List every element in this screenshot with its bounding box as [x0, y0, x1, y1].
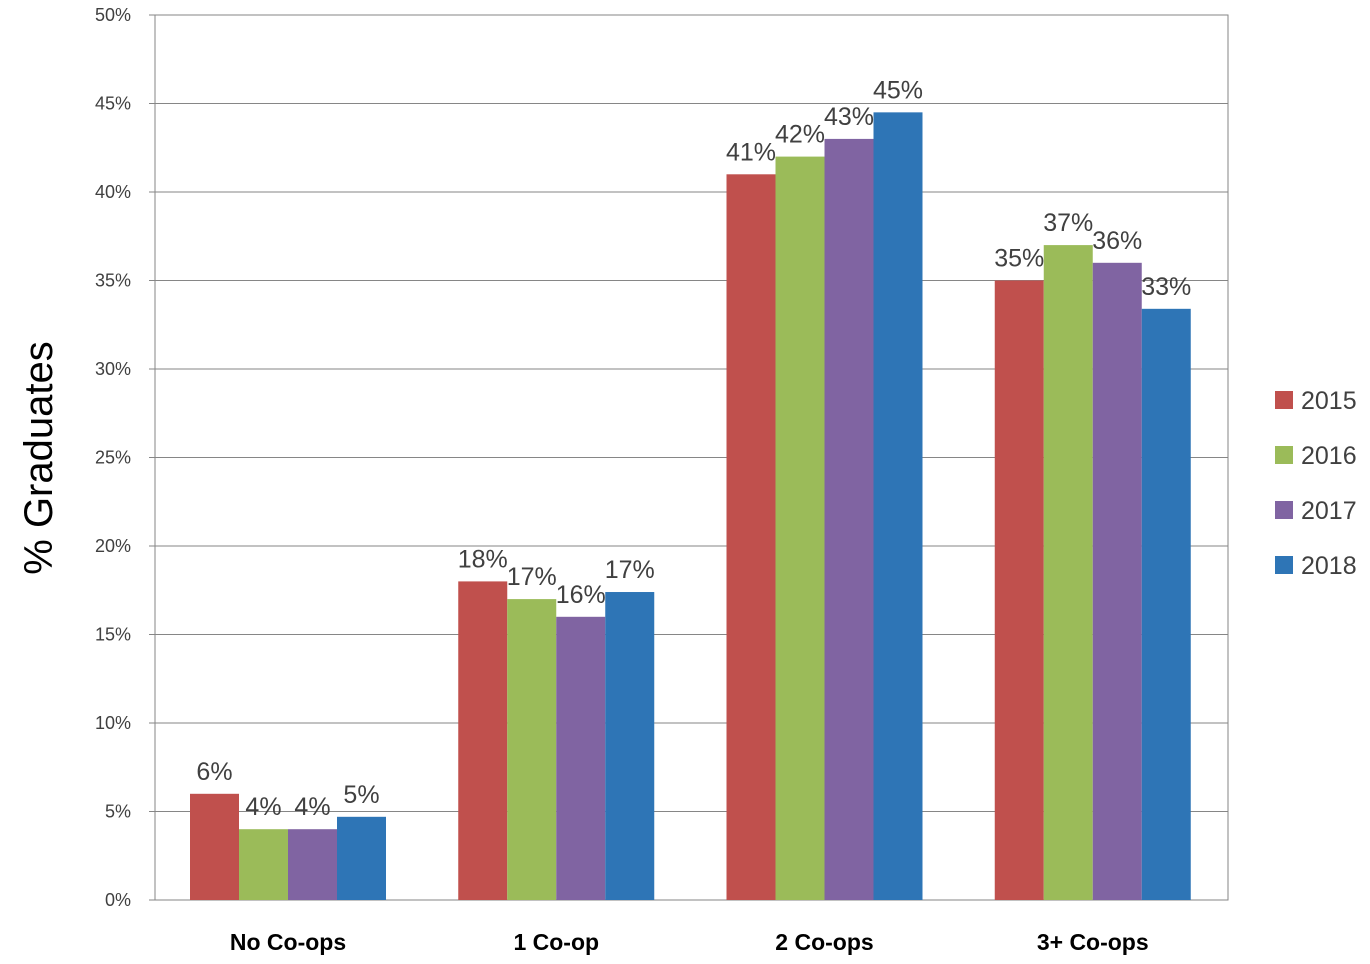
bar-2016-3: [1043, 245, 1093, 901]
bar-2016-0: [239, 829, 288, 900]
bar-2017-0: [288, 829, 337, 900]
legend-swatch-2015: [1275, 391, 1293, 409]
legend-label: 2016: [1301, 442, 1357, 470]
bar-2017-2: [824, 138, 874, 900]
bar-2015-3: [994, 280, 1044, 900]
data-label: 41%: [726, 138, 776, 166]
data-label: 4%: [294, 793, 330, 821]
data-label: 4%: [245, 793, 281, 821]
data-label: 18%: [458, 545, 508, 573]
y-tick-label: 40%: [95, 182, 131, 202]
data-labels: 6%4% 4% 5%18%17%16%17%41%42%43%45%35%37%36…: [196, 76, 1191, 821]
bar-2018-0: [337, 816, 386, 900]
bar-2015-2: [726, 174, 776, 901]
x-category-label: No Co-ops: [230, 929, 346, 955]
legend-swatch-2016: [1275, 446, 1293, 464]
bar-2016-2: [775, 156, 825, 901]
bar-2015-0: [190, 793, 239, 900]
x-category-label: 3+ Co-ops: [1037, 929, 1149, 955]
data-label: 33%: [1141, 273, 1191, 301]
data-label: 45%: [873, 76, 923, 104]
x-category-label: 2 Co-ops: [775, 929, 873, 955]
bar-2018-2: [873, 112, 923, 901]
bar-2018-3: [1141, 308, 1191, 900]
data-label: 17%: [605, 556, 655, 584]
legend-label: 2017: [1301, 497, 1357, 525]
legend-label: 2018: [1301, 552, 1357, 580]
y-tick-label: 45%: [95, 94, 131, 114]
y-tick-label: 50%: [95, 5, 131, 25]
bars: [190, 112, 1191, 901]
legend: 2015 2016 2017 2018: [1275, 387, 1357, 580]
data-label: 17%: [507, 563, 557, 591]
axes: 0% 5% 10% 15% 20% 25% 30% 35% 40% 45% 50% No Co-ops…: [95, 5, 1149, 955]
bar-2015-1: [458, 581, 508, 900]
bar-2017-3: [1092, 262, 1142, 900]
data-label: 43%: [824, 103, 874, 131]
data-label: 16%: [556, 581, 606, 609]
y-tick-label: 35%: [95, 271, 131, 291]
data-label: 36%: [1092, 227, 1142, 255]
bar-2016-1: [507, 599, 557, 900]
data-label: 37%: [1043, 209, 1093, 237]
legend-swatch-2017: [1275, 501, 1293, 519]
data-label: 35%: [994, 245, 1044, 273]
data-label: 42%: [775, 121, 825, 149]
y-axis-title: % Graduates: [17, 341, 61, 574]
y-tick-label: 5%: [105, 802, 131, 822]
y-tick-label: 30%: [95, 359, 131, 379]
data-label: 5%: [343, 781, 379, 809]
x-category-label: 1 Co-op: [513, 929, 599, 955]
y-tick-label: 10%: [95, 713, 131, 733]
legend-label: 2015: [1301, 387, 1357, 415]
data-label: 6%: [196, 758, 232, 786]
y-tick-label: 15%: [95, 625, 131, 645]
y-tick-label: 20%: [95, 536, 131, 556]
bar-2017-1: [556, 616, 606, 900]
bar-2018-1: [605, 592, 655, 900]
y-tick-label: 0%: [105, 890, 131, 910]
legend-swatch-2018: [1275, 556, 1293, 574]
y-tick-label: 25%: [95, 448, 131, 468]
